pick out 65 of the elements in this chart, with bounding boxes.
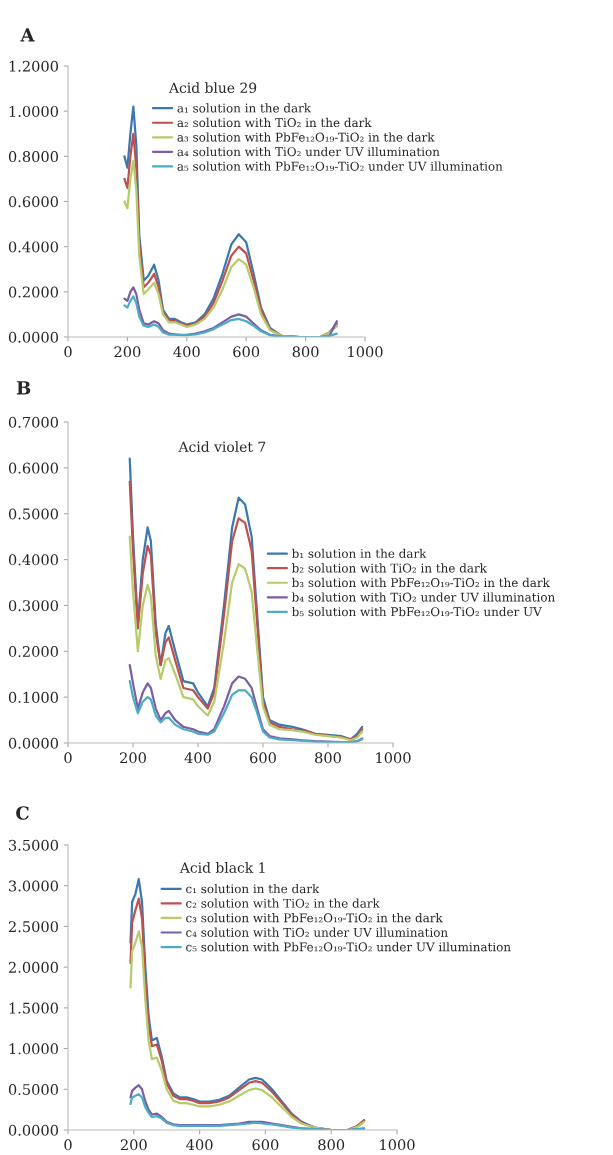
x-tick-label: 1000 <box>348 346 383 358</box>
annotation: Acid black 1 <box>179 862 265 873</box>
legend-label: b₁ solution in the dark <box>292 548 427 558</box>
chart-title: B <box>16 381 31 395</box>
legend-label: a₅ solution with PbFe₁₂O₁₉-TiO₂ under UV illumination <box>177 161 503 171</box>
y-tick-label: 1.2000 <box>9 60 58 72</box>
x-tick-label: 200 <box>120 1139 147 1151</box>
x-tick-label: 0 <box>64 346 72 358</box>
y-tick-label: 0.2000 <box>8 286 58 298</box>
legend-label: a₂ solution with TiO₂ in the dark <box>177 117 372 128</box>
legend-label: c₅ solution with PbFe₁₂O₁₉-TiO₂ under UV illumination <box>186 942 511 952</box>
x-tick-label: 0 <box>64 1139 72 1151</box>
legend-label: b₂ solution with TiO₂ in the dark <box>292 563 487 573</box>
x-tick-label: 1000 <box>380 1139 415 1151</box>
x-tick-label: 400 <box>173 346 200 358</box>
x-tick-label: 200 <box>120 752 146 764</box>
chart-title: A <box>20 28 35 42</box>
legend-label: c₄ solution with TiO₂ under UV illumination <box>186 927 448 937</box>
legend-label: a₄ solution with TiO₂ under UV illumination <box>177 146 440 157</box>
x-tick-label: 800 <box>292 346 319 358</box>
annotation: Acid violet 7 <box>178 441 266 453</box>
x-tick-label: 400 <box>186 1139 213 1151</box>
line-series <box>129 1093 366 1130</box>
y-tick-label: 0.6000 <box>8 462 58 474</box>
x-tick-label: 400 <box>184 752 211 764</box>
legend-label: a₁ solution in the dark <box>177 103 312 113</box>
y-tick-label: 0.4000 <box>8 554 58 566</box>
x-tick-label: 0 <box>64 752 72 764</box>
legend-label: c₁ solution in the dark <box>186 883 320 894</box>
legend-label: c₃ solution with PbFe₁₂O₁₉-TiO₂ in the dark <box>186 913 443 923</box>
y-tick-label: 0.8000 <box>8 151 58 163</box>
line-series <box>128 663 364 743</box>
legend-label: b₅ solution with PbFe₁₂O₁₉-TiO₂ under UV <box>292 606 542 617</box>
y-tick-label: 1.0000 <box>9 1043 58 1055</box>
y-tick-label: 3.0000 <box>9 880 58 892</box>
chart-title: C <box>16 806 29 820</box>
x-tick-label: 600 <box>252 1139 279 1151</box>
x-tick-label: 200 <box>114 346 141 358</box>
y-tick-label: 0.0000 <box>8 331 58 343</box>
x-tick-label: 1000 <box>376 752 411 764</box>
annotation: Acid blue 29 <box>168 82 257 94</box>
y-tick-label: 1.0000 <box>9 105 58 117</box>
line-series <box>128 679 364 743</box>
x-tick-label: 600 <box>233 346 260 358</box>
y-tick-label: 0.5000 <box>8 508 58 520</box>
y-tick-label: 0.0000 <box>8 737 58 749</box>
y-tick-label: 0.4000 <box>8 241 58 253</box>
y-tick-label: 0.7000 <box>8 416 58 428</box>
y-tick-label: 0.6000 <box>8 196 58 208</box>
y-tick-label: 2.5000 <box>8 921 58 933</box>
legend-label: b₃ solution with PbFe₁₂O₁₉-TiO₂ in the dark <box>292 577 550 588</box>
y-tick-label: 1.5000 <box>9 1002 58 1014</box>
y-tick-label: 0.3000 <box>8 600 58 612</box>
legend-label: a₃ solution with PbFe₁₂O₁₉-TiO₂ in the dark <box>177 132 435 142</box>
y-tick-label: 2.0000 <box>8 961 58 973</box>
y-tick-label: 0.2000 <box>8 646 58 658</box>
y-tick-label: 0.0000 <box>8 1124 58 1136</box>
y-tick-label: 3.5000 <box>9 839 58 851</box>
y-tick-label: 0.5000 <box>8 1084 58 1096</box>
x-tick-label: 800 <box>318 1139 345 1151</box>
x-tick-label: 600 <box>250 752 276 764</box>
x-tick-label: 800 <box>315 752 341 764</box>
y-tick-label: 0.1000 <box>8 691 58 703</box>
legend-label: c₂ solution with TiO₂ in the dark <box>186 898 380 908</box>
legend-label: b₄ solution with TiO₂ under UV illumination <box>292 592 555 602</box>
